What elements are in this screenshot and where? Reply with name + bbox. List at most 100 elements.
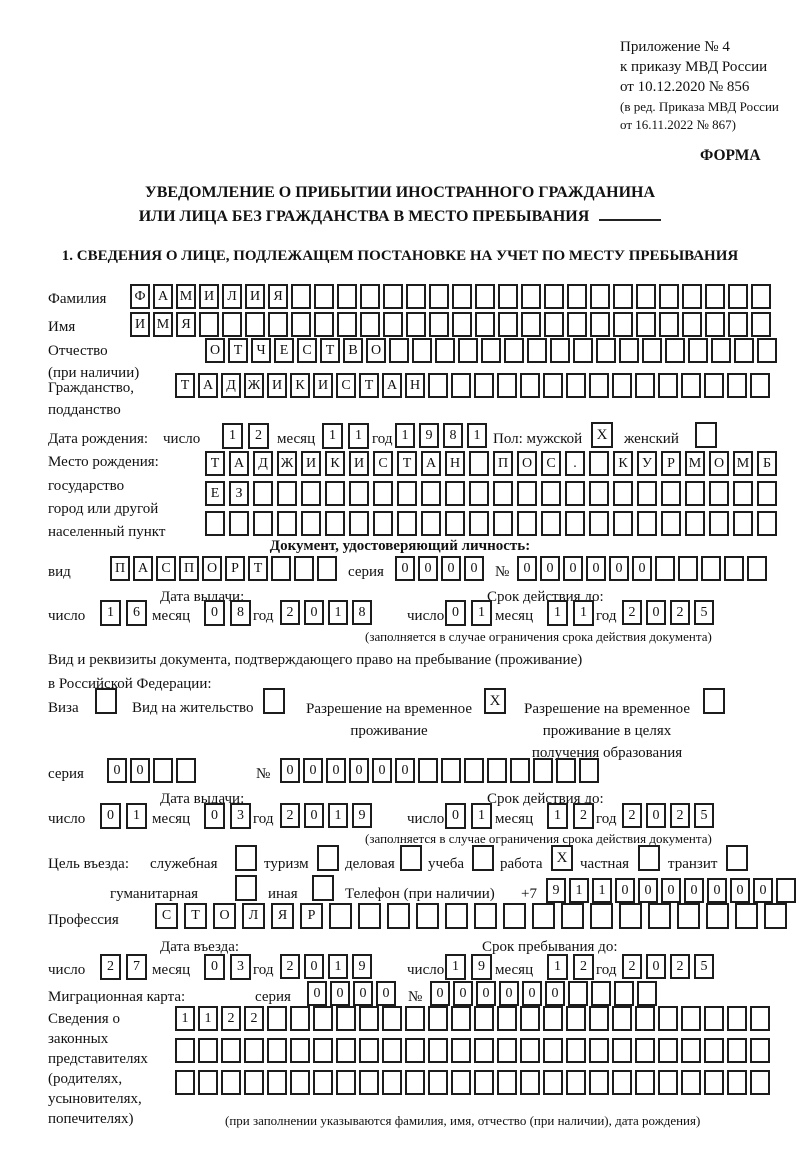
char-box[interactable] (565, 511, 585, 536)
char-box[interactable] (567, 284, 587, 309)
char-box[interactable] (566, 1038, 586, 1063)
char-box[interactable]: 0 (499, 981, 519, 1006)
char-box[interactable]: 3 (230, 954, 251, 980)
char-box[interactable] (474, 1038, 494, 1063)
char-box[interactable] (591, 981, 611, 1006)
char-box[interactable] (590, 903, 613, 929)
char-box[interactable]: У (637, 451, 657, 476)
char-box[interactable] (474, 903, 497, 929)
char-box[interactable]: 5 (694, 600, 714, 625)
char-box[interactable]: Т (397, 451, 417, 476)
char-box[interactable] (750, 1006, 770, 1031)
char-box[interactable] (648, 903, 671, 929)
char-box[interactable]: 1 (569, 878, 589, 903)
checkbox[interactable]: X (591, 422, 613, 448)
char-box[interactable]: 2 (622, 600, 642, 625)
char-box[interactable]: 0 (376, 981, 396, 1006)
char-box[interactable] (705, 284, 725, 309)
char-box[interactable]: . (565, 451, 585, 476)
char-box[interactable] (637, 511, 657, 536)
char-box[interactable]: М (153, 312, 173, 337)
char-box[interactable] (359, 1038, 379, 1063)
char-box[interactable] (614, 981, 634, 1006)
char-box[interactable] (613, 511, 633, 536)
char-box[interactable] (474, 1006, 494, 1031)
char-box[interactable] (199, 312, 219, 337)
char-box[interactable]: Р (225, 556, 245, 581)
char-box[interactable] (566, 1006, 586, 1031)
char-box[interactable] (704, 1070, 724, 1095)
char-box[interactable] (445, 481, 465, 506)
char-box[interactable] (294, 556, 314, 581)
char-box[interactable] (704, 1006, 724, 1031)
char-box[interactable] (541, 481, 561, 506)
char-box[interactable] (336, 1006, 356, 1031)
char-box[interactable] (314, 312, 334, 337)
char-box[interactable]: Р (300, 903, 323, 929)
char-box[interactable] (682, 284, 702, 309)
char-box[interactable] (382, 1070, 402, 1095)
char-box[interactable]: 1 (175, 1006, 195, 1031)
char-box[interactable]: Т (205, 451, 225, 476)
char-box[interactable]: 0 (753, 878, 773, 903)
char-box[interactable] (704, 1038, 724, 1063)
char-box[interactable]: 0 (615, 878, 635, 903)
char-box[interactable] (520, 373, 540, 398)
char-box[interactable]: Р (661, 451, 681, 476)
char-box[interactable]: 2 (100, 954, 121, 980)
char-box[interactable] (313, 1006, 333, 1031)
char-box[interactable]: 0 (418, 556, 438, 581)
char-box[interactable] (493, 481, 513, 506)
char-box[interactable] (475, 284, 495, 309)
char-box[interactable] (685, 511, 705, 536)
char-box[interactable] (153, 758, 173, 783)
char-box[interactable] (543, 1038, 563, 1063)
char-box[interactable] (412, 338, 432, 363)
char-box[interactable]: 0 (303, 758, 323, 783)
char-box[interactable]: О (517, 451, 537, 476)
char-box[interactable] (198, 1070, 218, 1095)
char-box[interactable] (428, 1006, 448, 1031)
char-box[interactable] (428, 1038, 448, 1063)
char-box[interactable] (705, 312, 725, 337)
char-box[interactable]: 2 (573, 954, 594, 980)
char-box[interactable]: 0 (707, 878, 727, 903)
char-box[interactable]: Л (242, 903, 265, 929)
char-box[interactable]: 0 (330, 981, 350, 1006)
char-box[interactable]: 2 (221, 1006, 241, 1031)
char-box[interactable] (517, 481, 537, 506)
char-box[interactable]: 0 (130, 758, 150, 783)
char-box[interactable] (445, 903, 468, 929)
char-box[interactable] (383, 284, 403, 309)
char-box[interactable]: Ж (277, 451, 297, 476)
char-box[interactable]: 5 (694, 803, 714, 828)
char-box[interactable]: Т (248, 556, 268, 581)
char-box[interactable] (728, 284, 748, 309)
char-box[interactable]: 2 (280, 600, 300, 625)
char-box[interactable]: 9 (352, 803, 372, 828)
char-box[interactable] (469, 481, 489, 506)
char-box[interactable] (665, 338, 685, 363)
char-box[interactable] (661, 511, 681, 536)
char-box[interactable] (387, 903, 410, 929)
char-box[interactable]: И (245, 284, 265, 309)
char-box[interactable] (550, 338, 570, 363)
char-box[interactable] (317, 556, 337, 581)
char-box[interactable] (658, 1038, 678, 1063)
char-box[interactable] (498, 284, 518, 309)
char-box[interactable]: Е (274, 338, 294, 363)
char-box[interactable]: 0 (453, 981, 473, 1006)
char-box[interactable] (290, 1006, 310, 1031)
char-box[interactable] (406, 312, 426, 337)
char-box[interactable] (469, 511, 489, 536)
char-box[interactable] (527, 338, 547, 363)
char-box[interactable] (520, 1006, 540, 1031)
char-box[interactable]: 0 (638, 878, 658, 903)
char-box[interactable] (521, 312, 541, 337)
char-box[interactable] (451, 1006, 471, 1031)
char-box[interactable]: 0 (646, 954, 666, 979)
char-box[interactable] (613, 284, 633, 309)
char-box[interactable] (568, 981, 588, 1006)
char-box[interactable]: М (176, 284, 196, 309)
char-box[interactable] (681, 1006, 701, 1031)
